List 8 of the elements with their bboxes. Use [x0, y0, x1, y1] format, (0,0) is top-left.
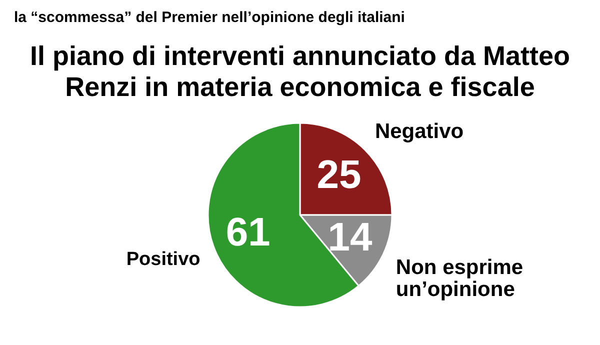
chart-title: Il piano di interventi annunciato da Matteo Renzi in materia economica e fiscale	[30, 41, 570, 102]
slice-label: Negativo	[374, 120, 464, 144]
slice-label: Non esprime un’opinione	[396, 256, 524, 302]
data-label: 14	[328, 216, 373, 260]
data-label: 25	[316, 152, 362, 197]
data-label: 61	[226, 210, 270, 255]
chart-subtitle: la “scommessa” del Premier nell’opinione degli italiani	[14, 9, 405, 26]
slice-label: Positivo	[126, 248, 200, 270]
